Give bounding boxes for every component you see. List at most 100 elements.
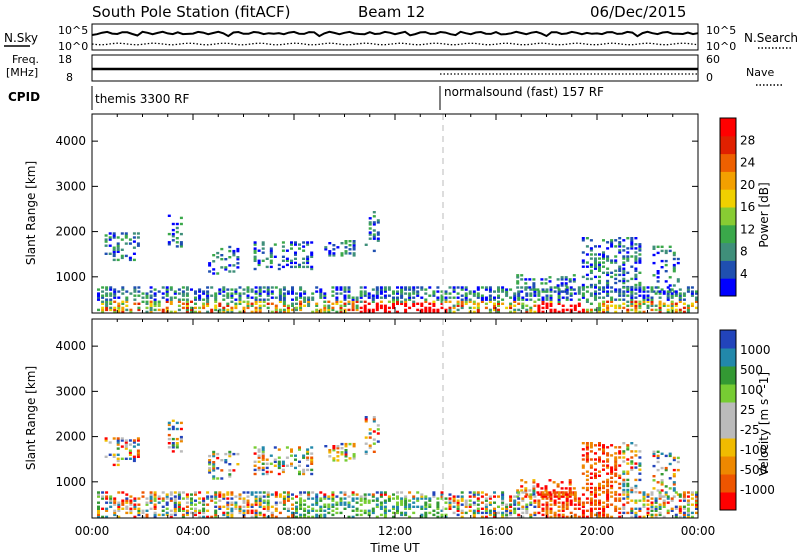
range-cell bbox=[589, 442, 593, 445]
range-cell bbox=[315, 515, 319, 519]
range-cell bbox=[428, 310, 432, 314]
range-cell bbox=[638, 507, 642, 510]
range-cell bbox=[602, 251, 605, 254]
power-colorbar-label: Power [dB] bbox=[757, 182, 771, 247]
range-cell bbox=[295, 511, 298, 515]
range-cell bbox=[585, 509, 589, 512]
range-cell bbox=[664, 468, 668, 472]
range-cell bbox=[132, 457, 136, 460]
range-cell bbox=[149, 497, 153, 500]
range-cell bbox=[444, 501, 448, 504]
range-cell bbox=[656, 286, 660, 289]
range-cell bbox=[634, 255, 638, 258]
range-cell bbox=[302, 241, 306, 244]
range-cell bbox=[468, 491, 472, 494]
range-cell bbox=[220, 266, 224, 269]
range-cell bbox=[674, 290, 678, 293]
range-cell bbox=[549, 511, 553, 515]
range-cell bbox=[525, 294, 529, 297]
range-cell bbox=[622, 261, 626, 264]
range-cell bbox=[656, 468, 660, 472]
range-cell bbox=[598, 269, 601, 272]
range-cell bbox=[218, 292, 222, 295]
range-cell bbox=[230, 491, 234, 494]
range-cell bbox=[638, 450, 642, 453]
velocity-colorbar-swatch bbox=[720, 366, 736, 385]
range-cell bbox=[610, 290, 614, 293]
range-cell bbox=[614, 255, 618, 258]
range-cell bbox=[602, 308, 606, 312]
range-cell bbox=[404, 495, 408, 498]
range-cell bbox=[589, 247, 593, 250]
range-cell bbox=[319, 292, 323, 295]
range-cell bbox=[662, 292, 666, 295]
range-cell bbox=[371, 310, 375, 314]
range-cell bbox=[392, 306, 395, 310]
range-cell bbox=[606, 495, 610, 498]
range-cell bbox=[104, 437, 108, 440]
range-cell bbox=[622, 245, 626, 248]
range-cell bbox=[560, 284, 564, 287]
cpid-label: CPID bbox=[8, 90, 40, 104]
range-cell bbox=[544, 495, 548, 498]
range-cell bbox=[173, 296, 177, 299]
range-cell bbox=[226, 515, 230, 519]
range-cell bbox=[136, 232, 140, 235]
range-cell bbox=[352, 457, 356, 460]
range-cell bbox=[505, 513, 509, 517]
range-cell bbox=[278, 308, 282, 312]
range-cell bbox=[230, 288, 234, 291]
range-cell bbox=[598, 286, 601, 289]
range-cell bbox=[282, 507, 286, 510]
range-cell bbox=[359, 292, 363, 295]
range-cell bbox=[311, 292, 315, 295]
range-cell bbox=[408, 292, 412, 295]
range-cell bbox=[208, 459, 212, 462]
range-cell bbox=[404, 497, 408, 500]
range-cell bbox=[202, 507, 206, 510]
range-cell bbox=[626, 279, 630, 283]
range-cell bbox=[533, 499, 537, 502]
range-cell bbox=[171, 437, 175, 441]
range-cell bbox=[638, 247, 642, 250]
range-cell bbox=[212, 475, 216, 478]
range-cell bbox=[167, 423, 171, 427]
range-cell bbox=[347, 308, 351, 312]
range-cell bbox=[137, 308, 141, 312]
range-cell bbox=[185, 511, 189, 515]
range-cell bbox=[656, 272, 660, 275]
range-cell bbox=[169, 515, 173, 519]
range-cell bbox=[614, 466, 618, 469]
range-cell bbox=[117, 509, 121, 512]
range-cell bbox=[420, 507, 424, 510]
range-cell bbox=[212, 454, 216, 458]
range-cell bbox=[376, 432, 380, 435]
range-cell bbox=[359, 495, 363, 498]
range-cell bbox=[392, 300, 395, 303]
range-cell bbox=[695, 298, 698, 301]
range-cell bbox=[674, 507, 678, 510]
range-cell bbox=[480, 294, 484, 297]
range-cell bbox=[660, 481, 664, 484]
range-cell bbox=[253, 472, 257, 476]
range-cell bbox=[371, 493, 375, 496]
range-cell bbox=[488, 296, 492, 299]
range-cell bbox=[212, 469, 216, 472]
range-cell bbox=[606, 472, 610, 475]
range-cell bbox=[476, 296, 480, 299]
range-cell bbox=[654, 292, 658, 295]
range-cell bbox=[521, 302, 525, 305]
range-cell bbox=[355, 304, 359, 307]
range-cell bbox=[501, 302, 505, 305]
range-cell bbox=[622, 298, 626, 301]
range-cell bbox=[460, 300, 464, 303]
range-cell bbox=[133, 286, 137, 289]
range-cell bbox=[444, 290, 448, 293]
range-cell bbox=[339, 288, 343, 291]
range-cell bbox=[216, 452, 220, 456]
range-cell bbox=[238, 302, 242, 305]
range-cell bbox=[626, 478, 630, 482]
range-cell bbox=[269, 251, 273, 254]
range-cell bbox=[327, 308, 331, 312]
range-cell bbox=[634, 275, 638, 279]
